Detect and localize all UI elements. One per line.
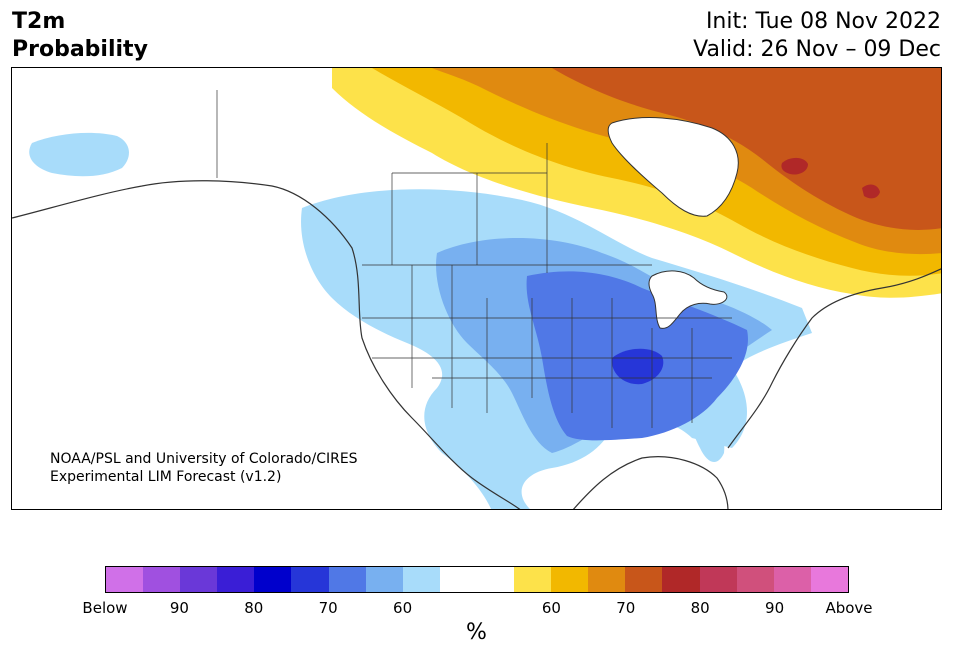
probability-map: NOAA/PSL and University of Colorado/CIRE… [11,67,942,510]
colorbar-segment [328,567,366,592]
colorbar-ticks: Below 90 80 70 60 60 70 80 90 Above [0,599,953,619]
colorbar-segment [736,567,774,592]
colorbar-tick-label: Above [825,599,873,617]
region-red-spot-quebec [781,157,808,175]
forecast-dates: Init: Tue 08 Nov 2022 Valid: 26 Nov – 09… [693,8,941,64]
colorbar-segment [106,567,144,592]
colorbar-segment [439,567,477,592]
title-line-type: Probability [12,37,148,62]
colorbar-segment [180,567,218,592]
colorbar-tick-label: 80 [244,599,264,617]
colorbar-segment [810,567,848,592]
colorbar-segment [402,567,440,592]
colorbar-segment [625,567,663,592]
probability-colorbar [105,566,849,593]
region-red-spot-labrador [862,184,880,199]
credit-text: NOAA/PSL and University of Colorado/CIRE… [50,450,358,486]
colorbar-tick-label: 70 [616,599,636,617]
map-canvas [12,68,941,509]
colorbar-segment [699,567,737,592]
valid-range: Valid: 26 Nov – 09 Dec [693,37,941,62]
map-title: T2m Probability [12,8,148,64]
colorbar-segment [476,567,515,592]
region-light-blue-florida [690,413,725,463]
colorbar-tick-label: 60 [393,599,413,617]
colorbar-segment [773,567,811,592]
colorbar-segment [217,567,255,592]
colorbar-segment [551,567,589,592]
colorbar-segment [254,567,292,592]
init-date: Init: Tue 08 Nov 2022 [705,9,941,34]
political-borders [216,90,732,428]
hudson-bay [607,117,739,217]
colorbar-tick-label: Below [82,599,128,617]
colorbar-unit: % [466,620,487,645]
colorbar-segment [291,567,329,592]
colorbar-segment [588,567,626,592]
colorbar-tick-label: 70 [318,599,338,617]
colorbar-tick-label: 80 [690,599,710,617]
colorbar-segment [365,567,403,592]
colorbar-segment [662,567,700,592]
coastline [12,180,941,509]
colorbar-segment [143,567,181,592]
colorbar-tick-label: 90 [765,599,785,617]
credit-line-2: Experimental LIM Forecast (v1.2) [50,469,282,485]
region-light-blue-alaska [29,132,129,177]
credit-line-1: NOAA/PSL and University of Colorado/CIRE… [50,451,358,467]
colorbar-tick-label: 60 [541,599,561,617]
colorbar-tick-label: 90 [169,599,189,617]
region-burnt [552,68,941,230]
title-line-variable: T2m [12,9,66,34]
region-deep-blue [611,348,664,385]
great-lakes [648,270,728,329]
colorbar-segment [514,567,552,592]
